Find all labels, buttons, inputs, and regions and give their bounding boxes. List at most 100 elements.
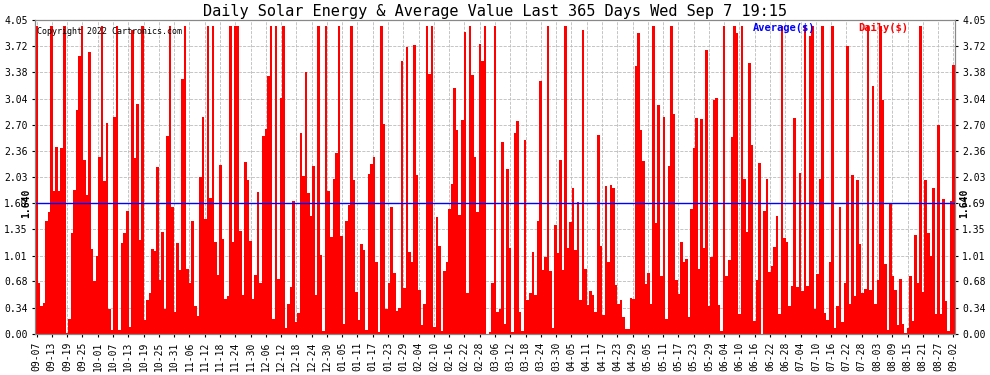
Bar [325, 26, 328, 334]
Bar [80, 26, 83, 334]
Bar [65, 333, 68, 334]
Bar [202, 117, 204, 334]
Bar [153, 251, 156, 334]
Bar [411, 262, 413, 334]
Bar [657, 105, 660, 334]
Bar [235, 26, 237, 334]
Bar [655, 223, 657, 334]
Bar [758, 163, 760, 334]
Title: Daily Solar Energy & Average Value Last 365 Days Wed Sep 7 19:15: Daily Solar Energy & Average Value Last … [203, 4, 787, 19]
Bar [36, 26, 38, 334]
Bar [644, 284, 647, 334]
Bar [441, 331, 444, 334]
Bar [209, 198, 212, 334]
Bar [75, 110, 78, 334]
Bar [383, 124, 385, 334]
Bar [393, 273, 395, 334]
Bar [300, 133, 302, 334]
Bar [38, 282, 41, 334]
Bar [108, 309, 111, 334]
Bar [365, 330, 368, 334]
Bar [827, 320, 829, 334]
Bar [468, 26, 471, 334]
Bar [413, 45, 416, 334]
Bar [362, 249, 365, 334]
Bar [285, 328, 287, 334]
Bar [856, 180, 859, 334]
Bar [186, 268, 189, 334]
Bar [174, 312, 176, 334]
Bar [680, 242, 683, 334]
Bar [540, 81, 542, 334]
Bar [217, 275, 219, 334]
Bar [142, 26, 144, 334]
Bar [315, 295, 318, 334]
Bar [819, 179, 821, 334]
Bar [721, 331, 723, 334]
Bar [484, 26, 486, 334]
Bar [832, 26, 834, 334]
Bar [257, 192, 259, 334]
Bar [126, 211, 129, 334]
Bar [264, 129, 267, 334]
Bar [695, 118, 698, 334]
Bar [851, 175, 854, 334]
Bar [718, 306, 721, 334]
Bar [763, 211, 766, 334]
Bar [910, 276, 912, 334]
Bar [224, 299, 227, 334]
Bar [499, 309, 501, 334]
Bar [672, 114, 675, 334]
Bar [478, 44, 481, 334]
Bar [134, 158, 136, 334]
Bar [58, 191, 60, 334]
Bar [517, 121, 519, 334]
Bar [421, 325, 423, 334]
Bar [796, 287, 799, 334]
Bar [350, 26, 352, 334]
Bar [736, 33, 739, 334]
Bar [512, 333, 514, 334]
Bar [894, 290, 897, 334]
Bar [620, 300, 622, 334]
Bar [745, 232, 748, 334]
Bar [567, 248, 569, 334]
Bar [786, 242, 788, 334]
Bar [119, 330, 121, 334]
Bar [147, 300, 148, 334]
Bar [788, 306, 791, 334]
Bar [68, 319, 70, 334]
Bar [456, 130, 458, 334]
Bar [665, 319, 667, 334]
Bar [103, 182, 106, 334]
Bar [899, 279, 902, 334]
Bar [129, 327, 131, 334]
Bar [307, 193, 310, 334]
Bar [302, 176, 305, 334]
Bar [927, 233, 930, 334]
Bar [869, 290, 871, 334]
Bar [222, 239, 224, 334]
Bar [902, 324, 904, 334]
Bar [748, 63, 750, 334]
Bar [864, 289, 866, 334]
Bar [93, 281, 96, 334]
Bar [448, 209, 450, 334]
Bar [529, 293, 532, 334]
Bar [388, 283, 390, 334]
Bar [232, 242, 235, 334]
Bar [750, 145, 753, 334]
Bar [932, 188, 935, 334]
Bar [504, 324, 506, 334]
Bar [556, 253, 559, 334]
Bar [804, 26, 806, 334]
Bar [41, 306, 43, 334]
Bar [230, 26, 232, 334]
Bar [861, 293, 864, 334]
Bar [310, 216, 313, 334]
Bar [163, 309, 166, 334]
Bar [481, 61, 484, 334]
Bar [194, 306, 196, 334]
Bar [297, 313, 300, 334]
Bar [633, 299, 635, 334]
